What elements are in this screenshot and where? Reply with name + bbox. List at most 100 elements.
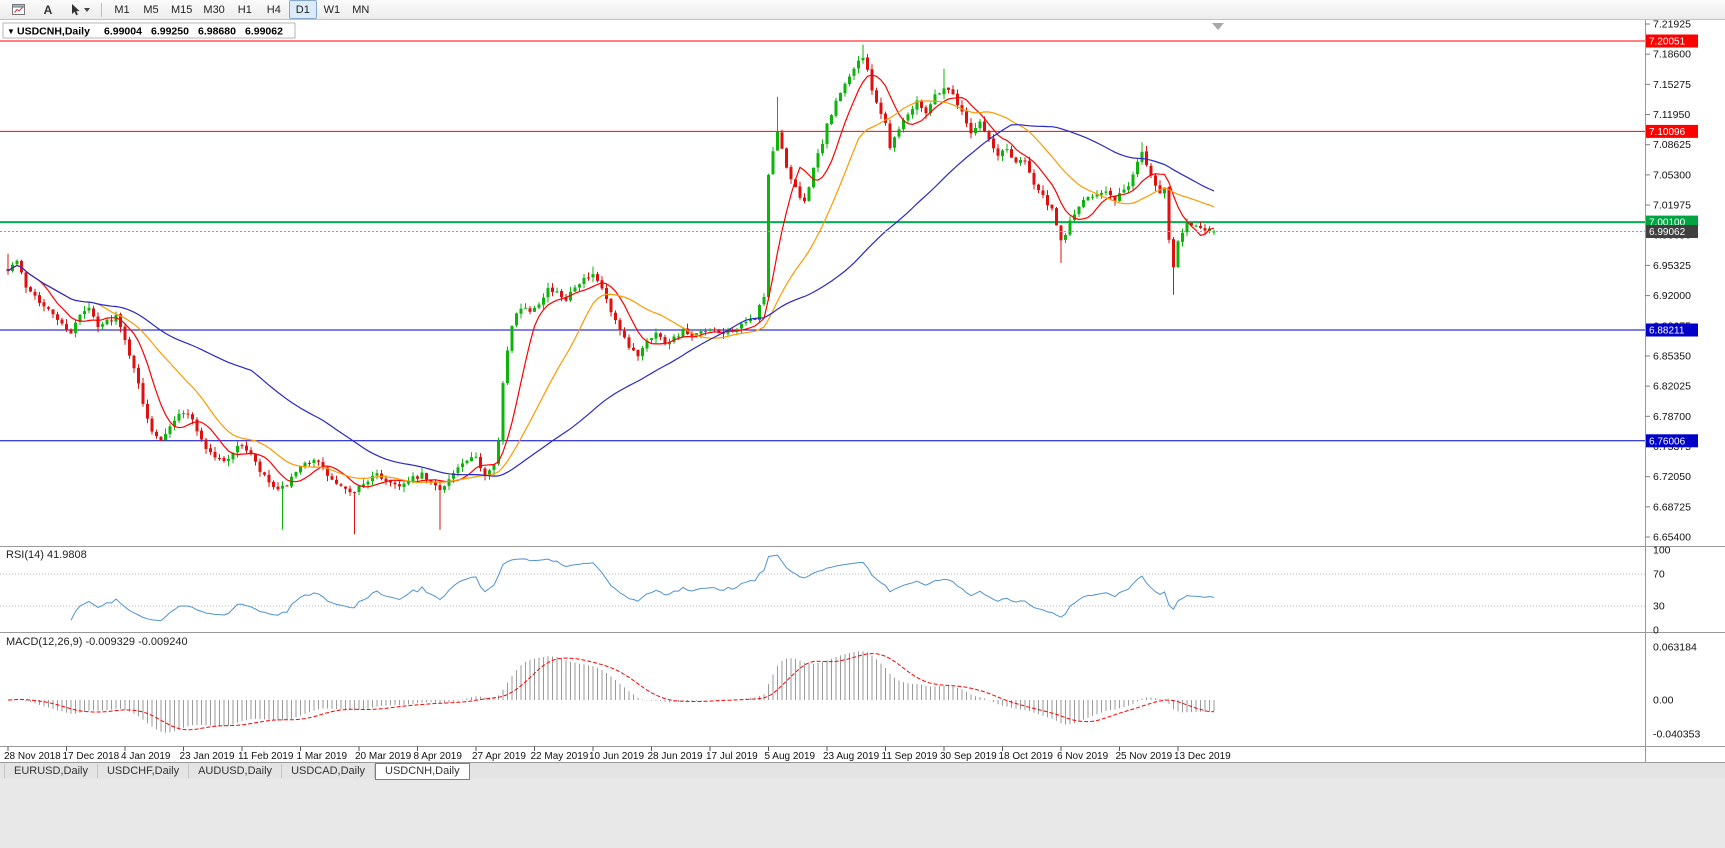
time-axis: 28 Nov 2018 17 Dec 2018 4 Jan 2019 23 Jan 2… [4,746,1231,762]
price-badge: 7.20051 [1646,34,1698,48]
svg-text:28 Nov 2018: 28 Nov 2018 [4,751,61,762]
ohlc-readout: ▼ USDCNH,Daily 6.99004 6.99250 6.98680 6… [2,22,296,39]
svg-text:6.99062: 6.99062 [1649,227,1686,238]
svg-text:11 Sep 2019: 11 Sep 2019 [882,751,938,762]
svg-text:7.18600: 7.18600 [1653,49,1691,61]
price-badge: 6.99062 [1646,225,1698,238]
svg-text:0.00: 0.00 [1653,695,1674,707]
high-value: 6.99250 [151,26,189,38]
chart-tab-eurusd[interactable]: EURUSD,Daily [4,764,98,778]
chart-tab-usdcnh[interactable]: USDCNH,Daily [375,762,470,780]
macd-signal-line [7,653,1215,731]
svg-text:11 Feb 2019: 11 Feb 2019 [238,751,294,762]
svg-text:70: 70 [1653,569,1665,581]
svg-text:5 Aug 2019: 5 Aug 2019 [765,751,816,762]
chart-tab-usdcad[interactable]: USDCAD,Daily [282,764,376,778]
chart-window-button[interactable] [4,0,32,19]
svg-text:6.92000: 6.92000 [1653,290,1691,302]
collapse-triangle-icon[interactable]: ▼ [7,27,15,36]
svg-text:6.82025: 6.82025 [1653,381,1691,393]
svg-text:6.68725: 6.68725 [1653,501,1691,513]
top-toolbar: A M1 M5 M15 M30 H1 H4 D1 W1 MN [0,0,1725,20]
moving-average-21 [7,100,1215,484]
svg-text:17 Dec 2018: 17 Dec 2018 [63,751,120,762]
low-value: 6.98680 [198,26,236,38]
open-value: 6.99004 [104,26,142,38]
svg-text:17 Jul 2019: 17 Jul 2019 [706,751,758,762]
svg-text:13 Dec 2019: 13 Dec 2019 [1174,751,1231,762]
svg-text:4 Jan 2019: 4 Jan 2019 [121,751,171,762]
timeframe-toolbar: M1 M5 M15 M30 H1 H4 D1 W1 MN [108,0,375,19]
horizontal-lines[interactable] [0,40,1645,442]
price-chart-canvas[interactable]: 7.21925 7.18600 7.15275 7.11950 7.08625 7.053… [0,20,1725,762]
macd-label: MACD(12,26,9) -0.009329 -0.009240 [6,636,188,648]
svg-text:6.88211: 6.88211 [1649,326,1685,337]
svg-text:7.00100: 7.00100 [1649,218,1686,229]
svg-text:6.76006: 6.76006 [1649,436,1686,447]
timeframe-button-m5[interactable]: M5 [143,3,159,16]
status-area [0,779,1725,848]
toolbar-separator [101,2,102,17]
cursor-tool-button[interactable] [64,0,95,19]
svg-text:1 Mar 2019: 1 Mar 2019 [297,751,348,762]
svg-text:22 May 2019: 22 May 2019 [531,751,589,762]
timeframe-button-h4[interactable]: H4 [266,3,281,16]
svg-text:23 Aug 2019: 23 Aug 2019 [823,751,880,762]
svg-text:6.85350: 6.85350 [1653,351,1691,363]
timeframe-button-w1[interactable]: W1 [323,3,341,16]
timeframe-button-m15[interactable]: M15 [171,3,193,16]
chart-shift-marker[interactable] [1212,23,1224,30]
svg-text:28 Jun 2019: 28 Jun 2019 [648,751,703,762]
svg-text:18 Oct 2019: 18 Oct 2019 [999,751,1054,762]
price-axis: 7.21925 7.18600 7.15275 7.11950 7.08625 7.053… [1645,20,1691,544]
svg-text:6.65400: 6.65400 [1653,532,1691,544]
svg-text:27 Apr 2019: 27 Apr 2019 [472,751,526,762]
rsi-line [70,554,1215,622]
svg-text:6.95325: 6.95325 [1653,260,1691,272]
svg-text:7.01975: 7.01975 [1653,200,1691,212]
svg-text:-0.040353: -0.040353 [1653,728,1700,740]
dropdown-caret-icon [84,7,90,12]
svg-text:7.10096: 7.10096 [1649,127,1686,138]
text-tool-button[interactable]: A [34,0,62,19]
svg-text:20 Mar 2019: 20 Mar 2019 [355,751,412,762]
svg-text:25 Nov 2019: 25 Nov 2019 [1116,751,1173,762]
svg-text:10 Jun 2019: 10 Jun 2019 [589,751,644,762]
moving-average-8 [7,74,1215,488]
price-badge: 6.76006 [1646,434,1698,448]
svg-text:7.21925: 7.21925 [1653,20,1691,31]
timeframe-button-h1[interactable]: H1 [237,3,252,16]
svg-text:7.20051: 7.20051 [1649,37,1686,48]
chart-background [0,20,1725,762]
svg-text:6 Nov 2019: 6 Nov 2019 [1057,751,1109,762]
chart-tab-audusd[interactable]: AUDUSD,Daily [189,764,283,778]
chart-tab-bar: EURUSD,Daily USDCHF,Daily AUDUSD,Daily USDC… [0,762,1725,780]
cursor-arrow-icon [72,4,80,16]
svg-text:0.063184: 0.063184 [1653,641,1697,653]
price-badge: 7.10096 [1646,124,1698,138]
svg-text:7.15275: 7.15275 [1653,79,1691,91]
chart-window-icon [11,4,25,15]
timeframe-button-mn[interactable]: MN [352,3,370,16]
chart-window[interactable]: 7.21925 7.18600 7.15275 7.11950 7.08625 7.053… [0,20,1725,762]
svg-text:7.11950: 7.11950 [1653,109,1690,121]
svg-text:100: 100 [1653,545,1671,557]
rsi-label: RSI(14) 41.9808 [6,549,87,561]
moving-average-55 [7,124,1215,477]
chart-tab-usdchf[interactable]: USDCHF,Daily [98,764,190,778]
svg-text:7.08625: 7.08625 [1653,139,1691,151]
svg-text:7.05300: 7.05300 [1653,169,1691,181]
price-badge: 6.88211 [1646,323,1698,337]
svg-text:23 Jan 2019: 23 Jan 2019 [180,751,235,762]
svg-text:6.72050: 6.72050 [1653,471,1691,483]
timeframe-button-m30[interactable]: M30 [203,3,225,16]
letter-a-icon: A [43,2,53,17]
macd-histogram [12,651,1215,733]
svg-text:30: 30 [1653,601,1665,613]
close-value: 6.99062 [245,26,283,38]
timeframe-button-m1[interactable]: M1 [114,3,130,16]
symbol-period-label: USDCNH,Daily [17,26,90,38]
svg-text:6.78700: 6.78700 [1653,411,1691,423]
timeframe-button-d1[interactable]: D1 [288,0,317,19]
svg-text:0: 0 [1653,625,1659,637]
